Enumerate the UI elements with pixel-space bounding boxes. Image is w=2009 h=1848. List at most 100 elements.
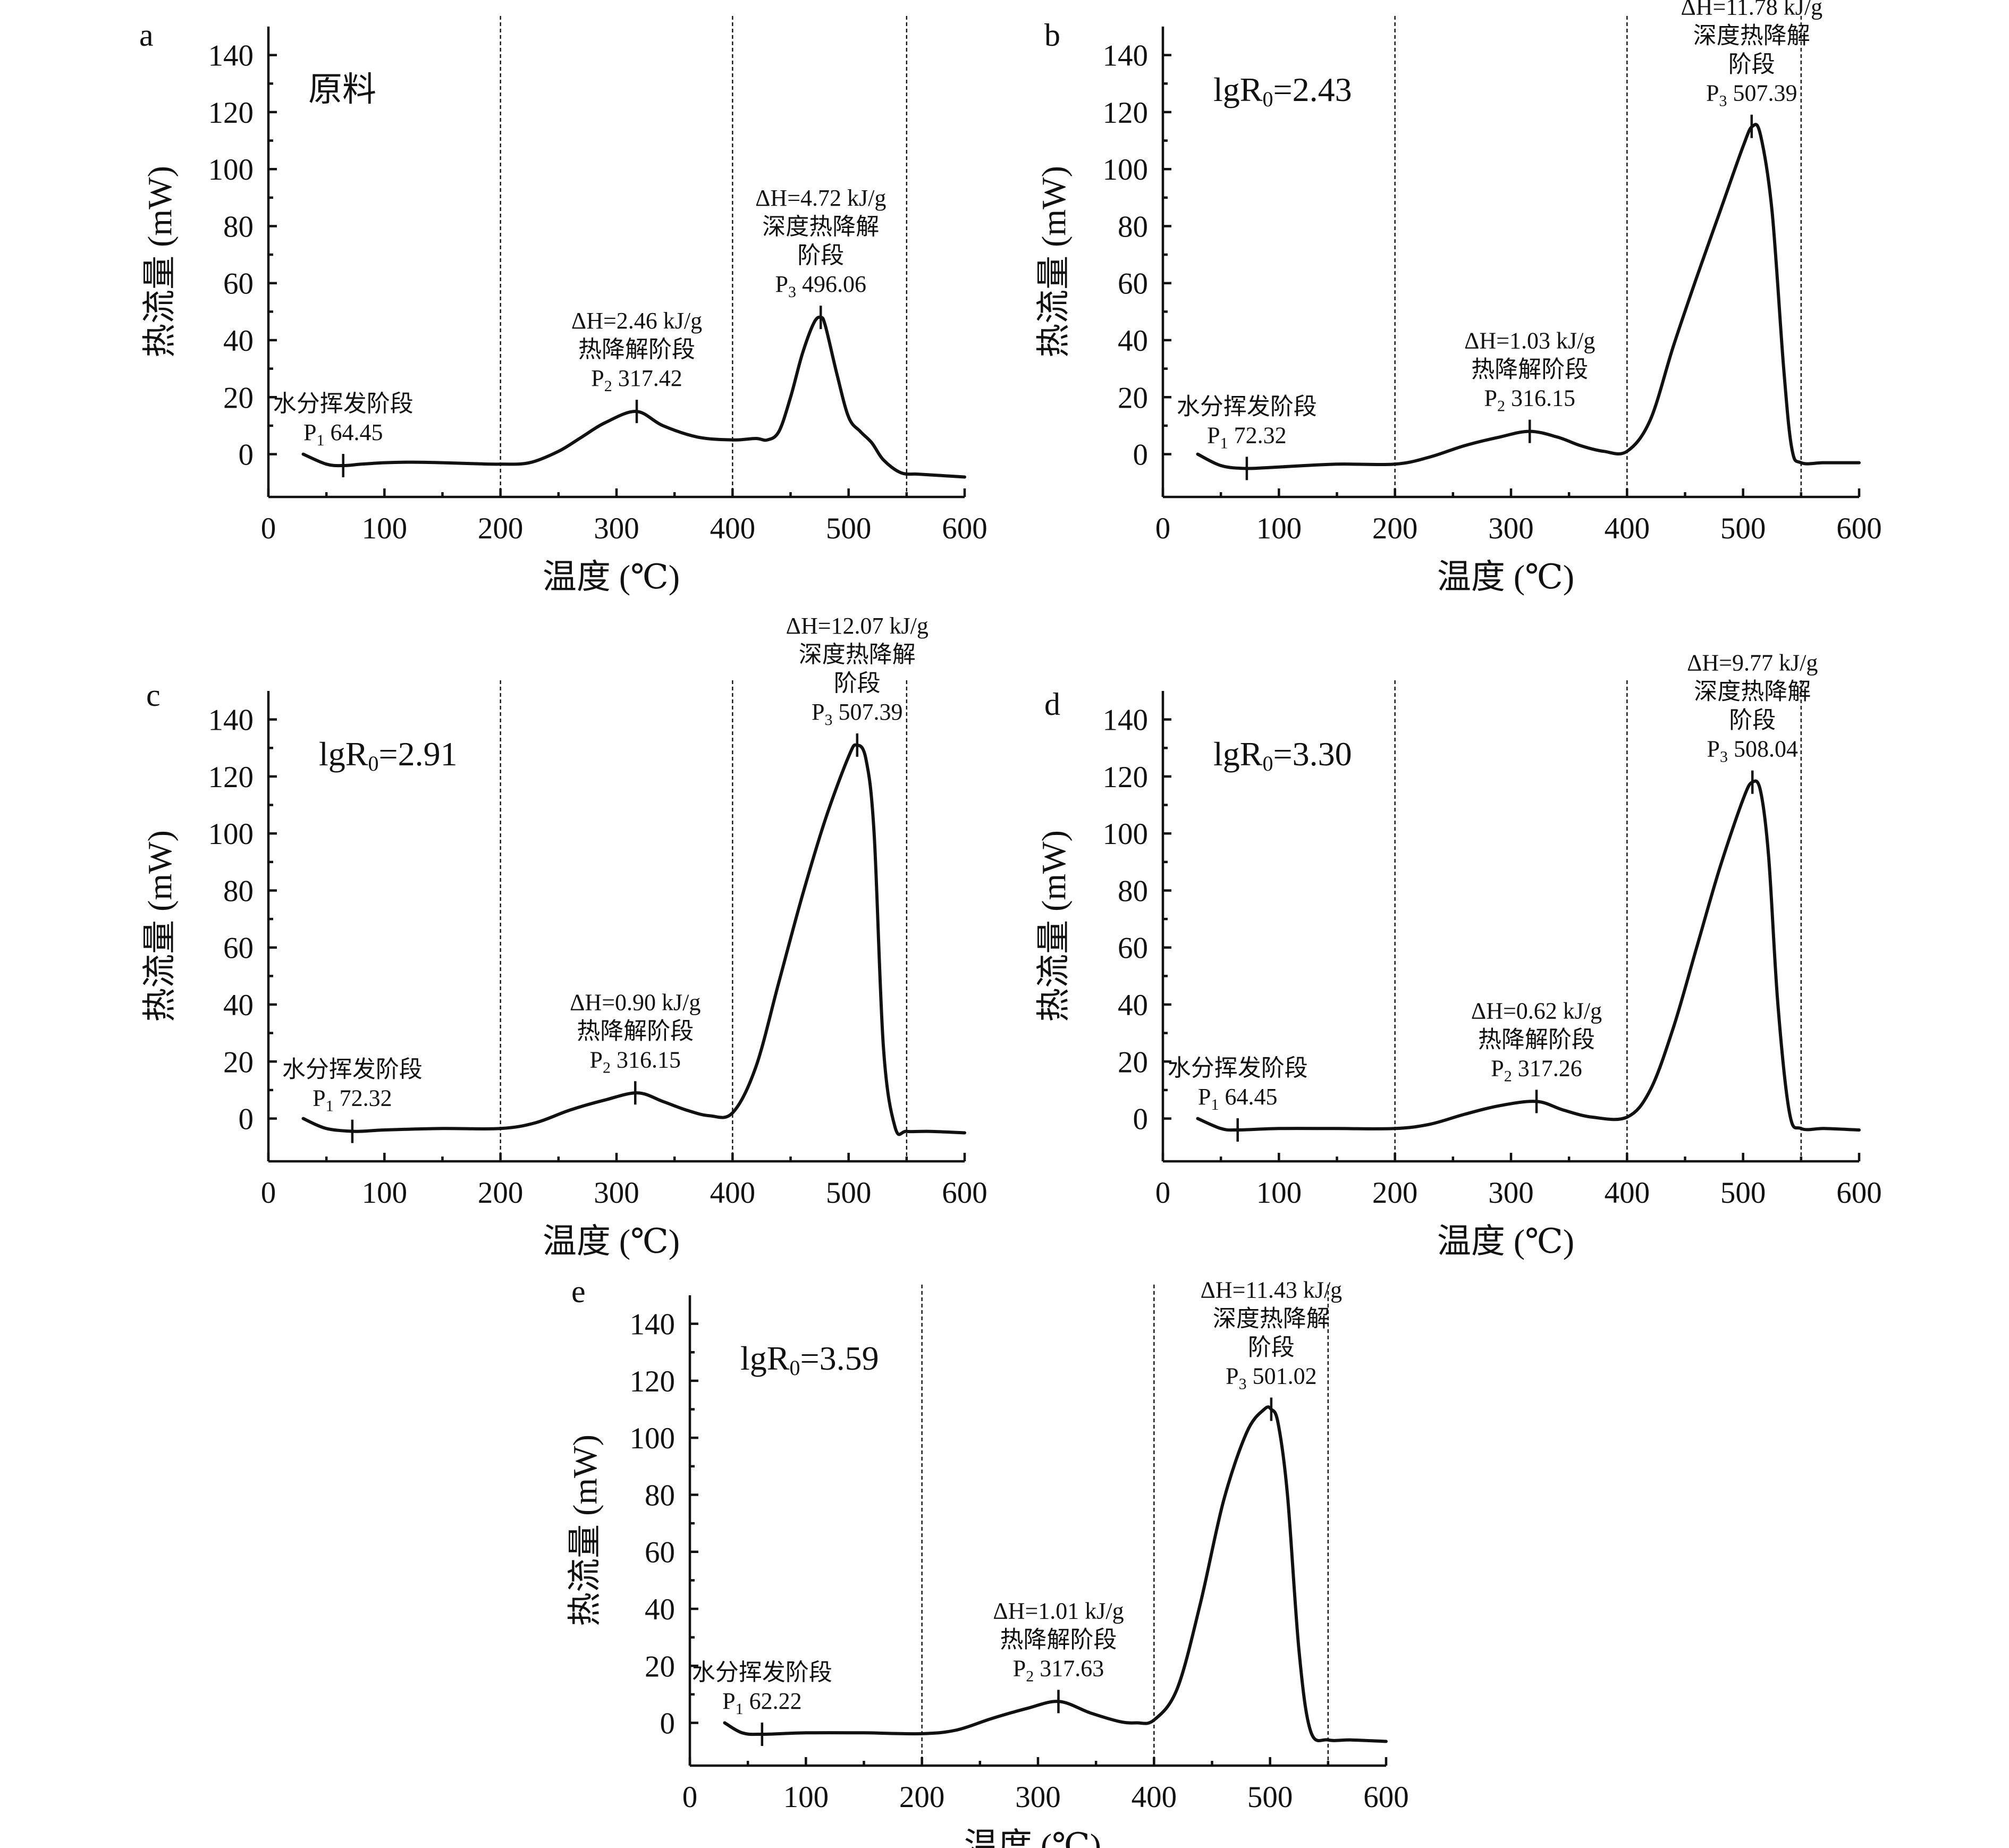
stage-label: 深度热降解 (799, 642, 916, 668)
stage-label-cont: 阶段 (797, 242, 844, 268)
y-tick-label: 0 (1133, 1103, 1149, 1136)
y-tick-label: 80 (223, 874, 254, 908)
x-tick-label: 0 (261, 1176, 276, 1210)
stage-label: 深度热降解 (762, 214, 879, 240)
stage-label-cont: 阶段 (1728, 52, 1775, 78)
x-axis-title: 温度 (℃) (964, 1827, 1101, 1848)
y-tick-label: 120 (1103, 96, 1149, 130)
y-tick-label: 20 (223, 381, 254, 415)
peak-label: P1 64.45 (1198, 1084, 1277, 1113)
y-tick-label: 140 (208, 39, 254, 73)
x-tick-label: 0 (261, 512, 276, 545)
y-tick-label: 60 (223, 932, 254, 965)
enthalpy-label: ΔH=4.72 kJ/g (755, 185, 886, 211)
stage-label: 深度热降解 (1213, 1306, 1330, 1332)
y-tick-label: 0 (660, 1707, 676, 1741)
x-axis-title: 温度 (℃) (543, 558, 680, 596)
x-tick-label: 500 (1720, 1176, 1766, 1210)
stage-label: 热降解阶段 (1471, 357, 1588, 383)
y-axis-title: 热流量 (mW) (1035, 166, 1073, 358)
peak-label: P3 507.39 (812, 699, 902, 729)
x-tick-label: 300 (1488, 1176, 1534, 1210)
condition-label: lgR0=3.30 (1213, 735, 1352, 775)
x-tick-label: 300 (594, 1176, 639, 1210)
y-tick-label: 120 (208, 96, 254, 130)
x-tick-label: 600 (1836, 512, 1882, 545)
peak-label: P1 62.22 (722, 1688, 801, 1718)
enthalpy-label: ΔH=1.01 kJ/g (993, 1598, 1124, 1624)
x-tick-label: 500 (826, 1176, 872, 1210)
y-axis-title: 热流量 (mW) (1035, 830, 1073, 1022)
peak-label: P1 64.45 (303, 419, 383, 449)
y-tick-label: 60 (1118, 267, 1148, 301)
x-tick-label: 300 (594, 512, 639, 545)
x-tick-label: 400 (1605, 1176, 1650, 1210)
stage-label: 深度热降解 (1694, 679, 1811, 705)
stage-label: 水分挥发阶段 (273, 391, 413, 417)
enthalpy-label: ΔH=11.43 kJ/g (1201, 1277, 1343, 1303)
y-tick-label: 80 (645, 1479, 675, 1512)
y-axis-title: 热流量 (mW) (141, 166, 179, 358)
stage-label-cont: 阶段 (1729, 707, 1776, 733)
stage-label-cont: 阶段 (1248, 1335, 1295, 1361)
condition-label: 原料 (308, 71, 376, 108)
x-tick-label: 500 (826, 512, 872, 545)
y-tick-label: 100 (208, 817, 254, 851)
peak-label: P2 317.63 (1013, 1655, 1104, 1685)
stage-label-cont: 阶段 (834, 670, 881, 696)
panel-letter: b (1044, 18, 1060, 53)
x-tick-label: 500 (1720, 512, 1766, 545)
x-axis-title: 温度 (℃) (543, 1222, 680, 1260)
peak-label: P3 501.02 (1226, 1363, 1316, 1393)
enthalpy-label: ΔH=2.46 kJ/g (571, 308, 702, 334)
x-tick-label: 200 (1372, 1176, 1418, 1210)
peak-label: P2 316.15 (590, 1047, 681, 1076)
heat-flow-curve (1196, 123, 1861, 470)
y-tick-label: 140 (1103, 39, 1149, 73)
y-tick-label: 60 (645, 1536, 675, 1569)
x-tick-label: 500 (1247, 1781, 1293, 1814)
stage-label: 水分挥发阶段 (1177, 393, 1317, 419)
x-tick-label: 0 (1155, 1176, 1171, 1210)
peak-label: P3 508.04 (1707, 736, 1797, 766)
y-axis-title: 热流量 (mW) (566, 1434, 604, 1626)
x-tick-label: 600 (1363, 1781, 1409, 1814)
stage-label: 热降解阶段 (577, 1018, 694, 1044)
y-tick-label: 20 (1118, 381, 1148, 415)
y-tick-label: 120 (630, 1365, 676, 1398)
x-tick-label: 200 (478, 512, 524, 545)
peak-label: P1 72.32 (313, 1085, 392, 1115)
y-tick-label: 0 (1133, 438, 1149, 472)
x-tick-label: 600 (942, 1176, 987, 1210)
stage-label: 水分挥发阶段 (692, 1659, 832, 1685)
y-tick-label: 20 (1118, 1045, 1148, 1079)
y-tick-label: 80 (223, 210, 254, 243)
x-tick-label: 400 (1605, 512, 1650, 545)
enthalpy-label: ΔH=12.07 kJ/g (786, 613, 928, 639)
panel-b: 0 20 40 60 80 100 120 140 0 100 200 300 400 500 600 温度 … (1035, 0, 1882, 596)
y-tick-label: 40 (1118, 989, 1148, 1022)
y-tick-label: 80 (1118, 874, 1148, 908)
stage-label: 热降解阶段 (1478, 1026, 1595, 1052)
x-tick-label: 100 (362, 512, 408, 545)
peak-label: P2 317.26 (1491, 1055, 1582, 1085)
heat-flow-curve (301, 743, 966, 1136)
x-tick-label: 100 (1256, 1176, 1302, 1210)
y-tick-label: 140 (1103, 704, 1149, 737)
panel-e: 0 20 40 60 80 100 120 140 0 100 200 300 400 500 600 温度 … (566, 1274, 1409, 1848)
peak-label: P2 316.15 (1484, 385, 1575, 415)
y-tick-label: 80 (1118, 210, 1148, 243)
y-tick-label: 100 (1103, 153, 1149, 187)
peak-label: P3 496.06 (775, 271, 866, 301)
stage-label: 热降解阶段 (578, 336, 695, 362)
y-tick-label: 100 (630, 1422, 676, 1455)
y-tick-label: 140 (208, 704, 254, 737)
heat-flow-curve (301, 315, 966, 479)
stage-label: 热降解阶段 (1000, 1626, 1117, 1652)
enthalpy-label: ΔH=11.78 kJ/g (1681, 0, 1822, 20)
y-tick-label: 100 (208, 153, 254, 187)
x-axis-title: 温度 (℃) (1437, 558, 1574, 596)
panel-letter: e (571, 1274, 586, 1309)
x-tick-label: 300 (1488, 512, 1534, 545)
